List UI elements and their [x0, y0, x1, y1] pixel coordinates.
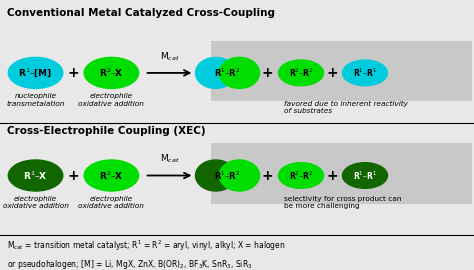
Ellipse shape: [342, 60, 387, 86]
Ellipse shape: [195, 58, 236, 89]
Text: R$^{2}$–X: R$^{2}$–X: [99, 169, 124, 182]
Text: M$_{cat}$: M$_{cat}$: [160, 153, 179, 165]
Text: +: +: [68, 66, 79, 80]
Text: Conventional Metal Catalyzed Cross-Coupling: Conventional Metal Catalyzed Cross-Coupl…: [7, 8, 275, 18]
Text: R$^{2}$–R$^{2}$: R$^{2}$–R$^{2}$: [289, 67, 313, 79]
Ellipse shape: [8, 160, 63, 191]
Ellipse shape: [279, 163, 323, 188]
Ellipse shape: [219, 58, 259, 89]
Text: M$_{cat}$: M$_{cat}$: [160, 50, 179, 63]
Text: nucleophile
transmetalation: nucleophile transmetalation: [6, 93, 65, 107]
Ellipse shape: [8, 58, 63, 89]
Text: electrophile
oxidative addition: electrophile oxidative addition: [79, 196, 144, 209]
Text: M$_{cat}$ = transition metal catalyst; R$^{1}$ = R$^{2}$ = aryl, vinyl, alkyl; X: M$_{cat}$ = transition metal catalyst; R…: [7, 239, 286, 253]
Ellipse shape: [219, 160, 259, 191]
Ellipse shape: [84, 160, 138, 191]
Text: R$^{1}$–R$^{1}$: R$^{1}$–R$^{1}$: [353, 67, 377, 79]
Text: R$^{2}$–R$^{2}$: R$^{2}$–R$^{2}$: [289, 169, 313, 182]
Text: R$^{1}$–R$^{1}$: R$^{1}$–R$^{1}$: [353, 169, 377, 182]
FancyBboxPatch shape: [211, 143, 472, 204]
Text: Cross-Electrophile Coupling (XEC): Cross-Electrophile Coupling (XEC): [7, 126, 206, 136]
Text: R$^{1}$–X: R$^{1}$–X: [23, 169, 48, 182]
Text: +: +: [327, 66, 338, 80]
Text: favored due to inherent reactivity
of substrates: favored due to inherent reactivity of su…: [284, 93, 409, 114]
Text: R$^{1}$–R$^{2}$: R$^{1}$–R$^{2}$: [214, 67, 241, 79]
Text: R$^{1}$–R$^{2}$: R$^{1}$–R$^{2}$: [214, 169, 241, 182]
Ellipse shape: [279, 60, 323, 86]
Text: +: +: [327, 168, 338, 183]
Text: selectivity for cross product can
be more challenging: selectivity for cross product can be mor…: [284, 196, 402, 209]
Text: electrophile
oxidative addition: electrophile oxidative addition: [3, 196, 68, 209]
Text: electrophile
oxidative addition: electrophile oxidative addition: [79, 93, 144, 107]
Text: +: +: [68, 168, 79, 183]
Text: +: +: [262, 66, 273, 80]
Ellipse shape: [342, 163, 387, 188]
Ellipse shape: [84, 58, 138, 89]
Ellipse shape: [195, 160, 236, 191]
Text: +: +: [262, 168, 273, 183]
Text: or pseudohalogen; [M] = Li, MgX, ZnX, B(OR)$_{2}$, BF$_{3}$K, SnR$_{3}$, SiR$_{3: or pseudohalogen; [M] = Li, MgX, ZnX, B(…: [7, 258, 253, 270]
FancyBboxPatch shape: [211, 40, 472, 101]
Text: R$^{2}$–X: R$^{2}$–X: [99, 67, 124, 79]
Text: R$^{1}$–[M]: R$^{1}$–[M]: [18, 67, 53, 79]
